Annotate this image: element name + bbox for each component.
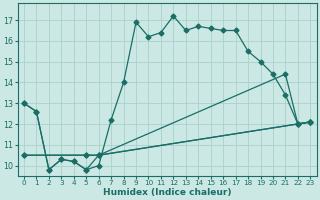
X-axis label: Humidex (Indice chaleur): Humidex (Indice chaleur) (103, 188, 231, 197)
